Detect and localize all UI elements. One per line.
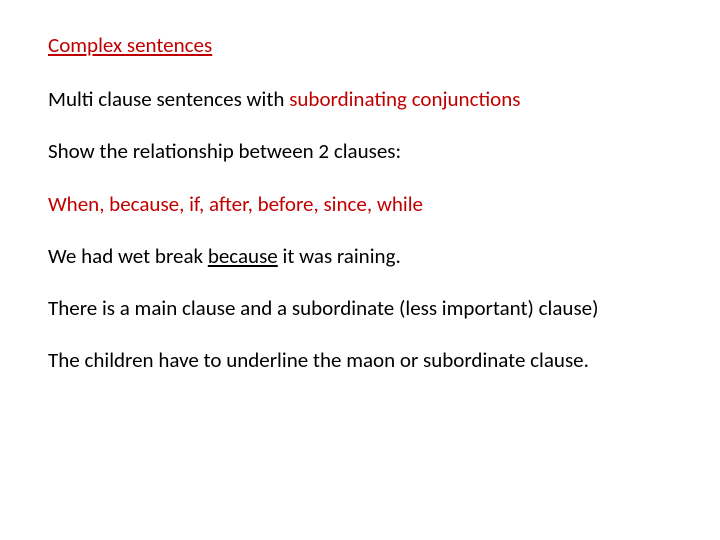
task-line: The children have to underline the maon …: [48, 347, 672, 373]
intro-text-b: subordinating conjunctions: [289, 86, 520, 112]
example-b: because: [208, 243, 278, 269]
relationship-line: Show the relationship between 2 clauses:: [48, 138, 672, 164]
intro-text-a: Multi clause sentences with: [48, 86, 289, 112]
slide-title: Complex sentences: [48, 32, 672, 58]
example-sentence: We had wet break because it was raining.: [48, 243, 672, 269]
example-c: it was raining.: [278, 243, 401, 269]
conjunctions-list: When, because, if, after, before, since,…: [48, 191, 672, 217]
example-a: We had wet break: [48, 243, 208, 269]
explanation-line: There is a main clause and a subordinate…: [48, 295, 672, 321]
intro-line: Multi clause sentences with subordinatin…: [48, 86, 672, 112]
